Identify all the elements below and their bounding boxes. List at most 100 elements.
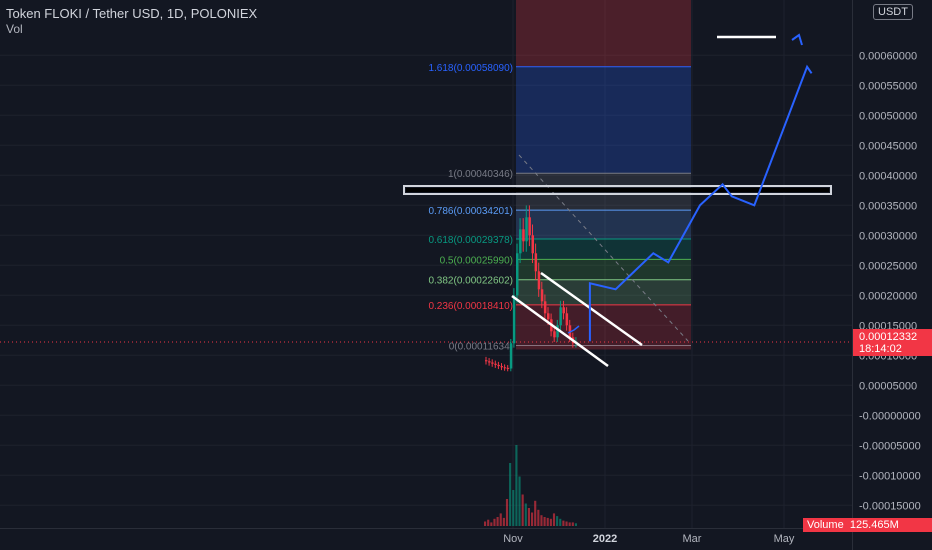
volume-bar-20: [546, 517, 549, 526]
fib-zone-6: [516, 304, 691, 346]
price-tick-label-14: -0.00010000: [859, 470, 921, 482]
volume-bar-10: [515, 445, 518, 526]
candle-body-8: [509, 343, 513, 369]
resistance-box: [403, 185, 832, 195]
volume-label: Vol: [6, 22, 23, 36]
volume-bar-0: [484, 521, 487, 526]
price-tick-label-13: -0.00005000: [859, 440, 921, 452]
candle-body-5: [500, 366, 503, 368]
candle-body-17: [537, 271, 541, 290]
candle-body-10: [516, 253, 519, 296]
volume-bar-11: [518, 476, 521, 526]
projection-path: [588, 64, 813, 342]
volume-bar-13: [524, 503, 527, 526]
candle-body-14: [528, 217, 531, 236]
volume-bar-21: [549, 518, 552, 526]
volume-bar-15: [531, 512, 534, 526]
candle-body-15: [531, 235, 534, 254]
projection-arrowhead: [791, 33, 803, 46]
candle-body-2: [491, 362, 494, 364]
candle-body-24: [559, 307, 562, 326]
candle-body-6: [503, 367, 507, 369]
time-tick-label-0: Nov: [503, 533, 523, 545]
candle-body-25: [562, 307, 565, 314]
price-tick-label-11: 0.00005000: [859, 380, 917, 392]
volume-bar-9: [512, 490, 515, 526]
price-tick-label-2: 0.00050000: [859, 110, 917, 122]
candle-body-16: [534, 253, 538, 272]
countdown-timer: 18:14:02: [859, 343, 902, 355]
candle-body-12: [522, 229, 525, 242]
price-tick-label-7: 0.00025000: [859, 260, 917, 272]
candle-body-11: [519, 229, 522, 254]
fib-label-1: 1(0.00040346): [448, 169, 513, 180]
volume-bar-29: [574, 523, 577, 526]
price-tick-label-5: 0.00035000: [859, 200, 917, 212]
channel-line-lower: [511, 294, 609, 368]
price-tick-label-3: 0.00045000: [859, 140, 917, 152]
volume-bar-25: [562, 520, 565, 526]
volume-badge-label: Volume: [807, 519, 844, 531]
candle-body-7: [506, 367, 510, 369]
volume-bar-28: [571, 522, 574, 526]
volume-bar-1: [487, 519, 490, 526]
projection-start: [567, 325, 580, 334]
volume-bar-16: [534, 500, 537, 526]
fib-label-3: 0.618(0.00029378): [428, 235, 513, 246]
volume-bar-3: [493, 518, 496, 526]
volume-bar-18: [540, 515, 543, 526]
volume-bar-7: [505, 499, 509, 526]
volume-bar-22: [552, 513, 556, 526]
candle-body-13: [525, 217, 528, 242]
volume-bar-19: [543, 517, 546, 526]
fib-zone-4: [516, 259, 691, 280]
volume-bar-27: [568, 522, 571, 526]
fib-zone-3: [516, 239, 691, 260]
candle-body-18: [540, 289, 544, 302]
last-price-badge: 0.00012332 18:14:02: [853, 329, 932, 356]
volume-bar-14: [527, 508, 530, 526]
time-tick-label-2: Mar: [683, 533, 702, 545]
price-tick-label-4: 0.00040000: [859, 170, 917, 182]
price-tick-label-8: 0.00020000: [859, 290, 917, 302]
volume-bar-5: [499, 513, 502, 526]
volume-bar-4: [496, 517, 499, 526]
resistance-box-fill: [406, 188, 829, 192]
candle-body-19: [543, 301, 547, 314]
fib-zone-extension: [516, 0, 691, 67]
volume-bar-23: [556, 516, 559, 526]
price-tick-label-1: 0.00055000: [859, 80, 917, 92]
candle-body-4: [497, 364, 500, 367]
fib-zone-bottom: [516, 345, 691, 350]
candle-body-1: [488, 361, 491, 363]
candle-body-0: [485, 360, 488, 362]
channel-line-upper: [540, 271, 643, 347]
price-tick-label-12: -0.00000000: [859, 410, 921, 422]
fib-label-2: 0.786(0.00034201): [428, 206, 513, 217]
candle-body-3: [494, 363, 497, 365]
volume-badge-value: 125.465M: [849, 519, 899, 531]
fib-label-4: 0.5(0.00025990): [440, 255, 513, 266]
currency-button[interactable]: USDT: [873, 4, 913, 20]
price-tick-label-0: 0.00060000: [859, 50, 917, 62]
last-price-value: 0.00012332: [859, 331, 918, 343]
volume-bar-12: [521, 494, 524, 526]
candle-body-23: [556, 325, 559, 338]
fib-label-5: 0.382(0.00022602): [428, 276, 513, 287]
fib-label-6: 0.236(0.00018410): [428, 301, 513, 312]
price-tick-label-6: 0.00030000: [859, 230, 917, 242]
candle-body-22: [553, 331, 556, 338]
time-tick-label-1: 2022: [593, 533, 617, 545]
time-tick-label-3: May: [774, 533, 795, 545]
fib-label-7: 0(0.00011634): [449, 341, 513, 352]
volume-bar-2: [490, 522, 493, 526]
fib-label-0: 1.618(0.00058090): [428, 63, 513, 74]
fib-zone-2: [516, 210, 691, 240]
volume-bar-17: [537, 509, 540, 526]
candle-body-20: [547, 313, 550, 320]
candle-body-26: [565, 313, 569, 326]
volume-bar-24: [559, 518, 562, 526]
volume-bar-8: [509, 463, 512, 526]
price-tick-label-15: -0.00015000: [859, 500, 921, 512]
